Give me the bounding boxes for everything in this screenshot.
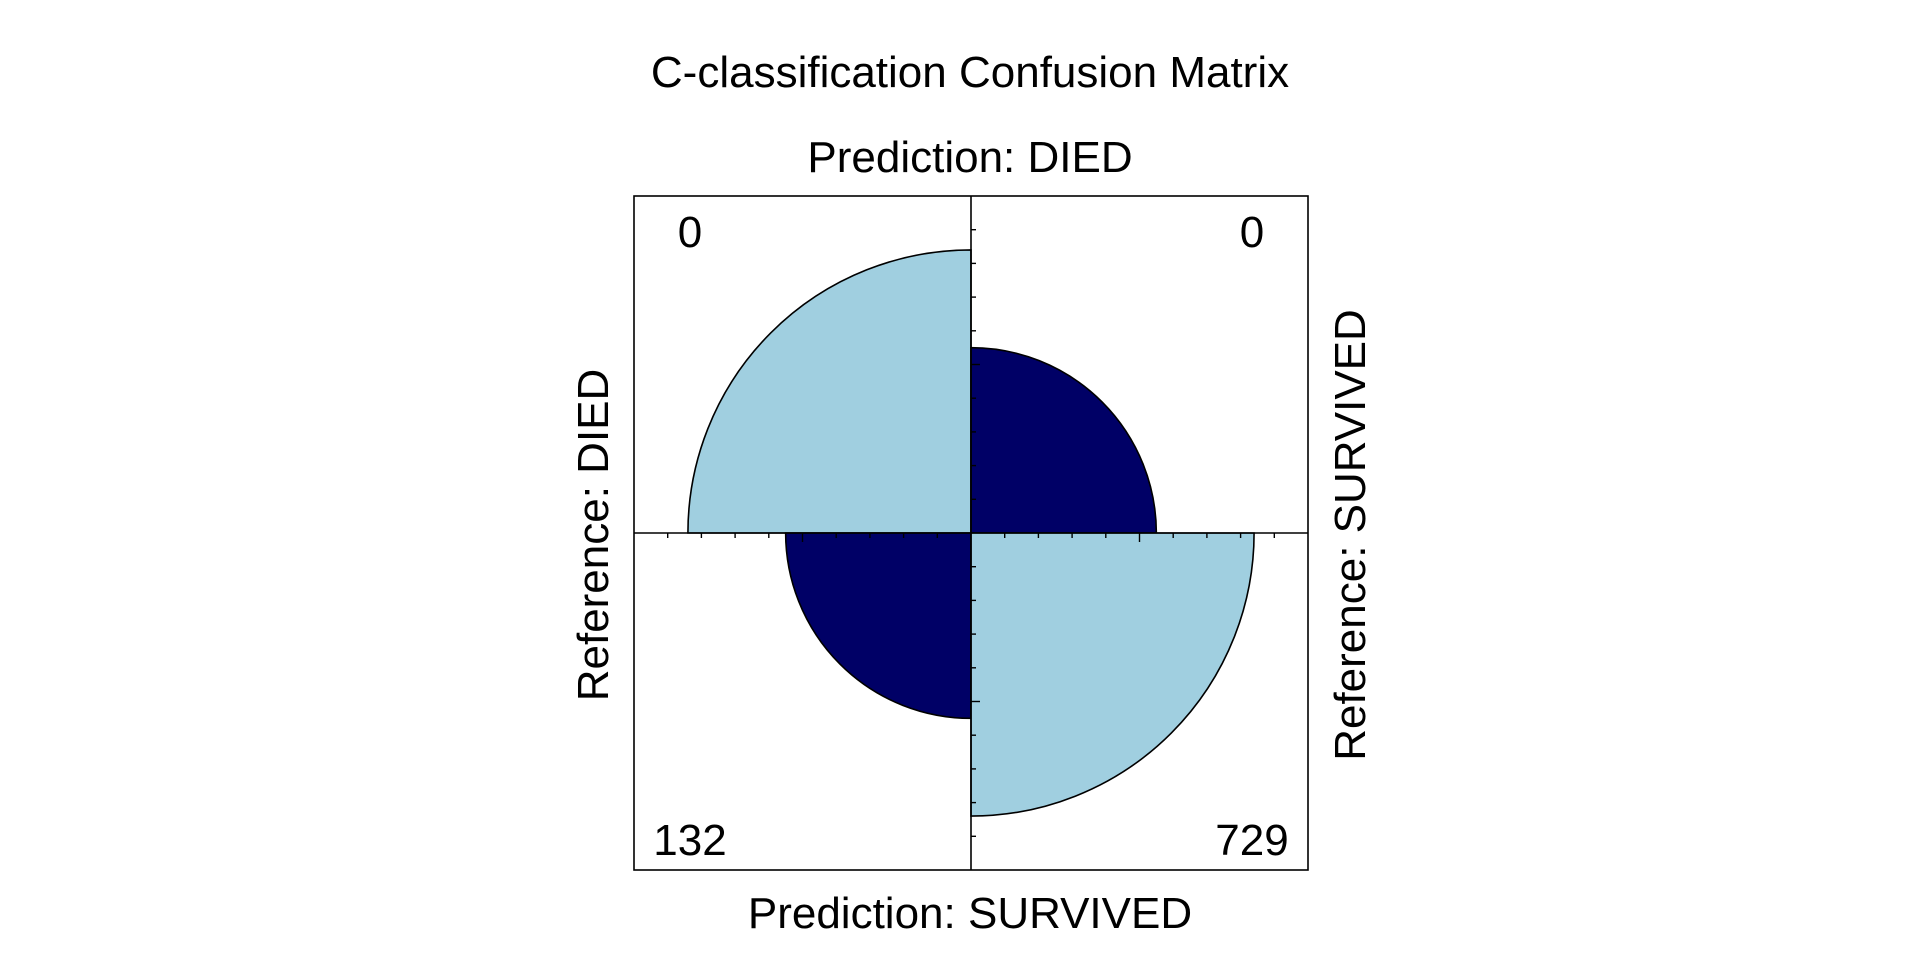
left-axis-label: Reference: DIED [569, 369, 618, 702]
count-bottom-right: 729 [1215, 816, 1288, 865]
axis-ticks [667, 228, 1276, 837]
bottom-axis-label: Prediction: SURVIVED [748, 889, 1192, 938]
chart-title: C-classification Confusion Matrix [651, 48, 1289, 97]
count-bottom-left: 132 [653, 816, 726, 865]
quarter-circle-bottom-right [970, 532, 1255, 817]
quarter-circle-top-right [970, 346, 1158, 534]
quadrant-layer [687, 249, 1255, 817]
count-top-left: 0 [678, 208, 702, 257]
right-axis-label: Reference: SURVIVED [1326, 309, 1375, 761]
quarter-circle-top-left [687, 249, 972, 534]
top-axis-label: Prediction: DIED [807, 133, 1132, 182]
quarter-circle-bottom-left [784, 532, 972, 720]
count-top-right: 0 [1240, 208, 1264, 257]
